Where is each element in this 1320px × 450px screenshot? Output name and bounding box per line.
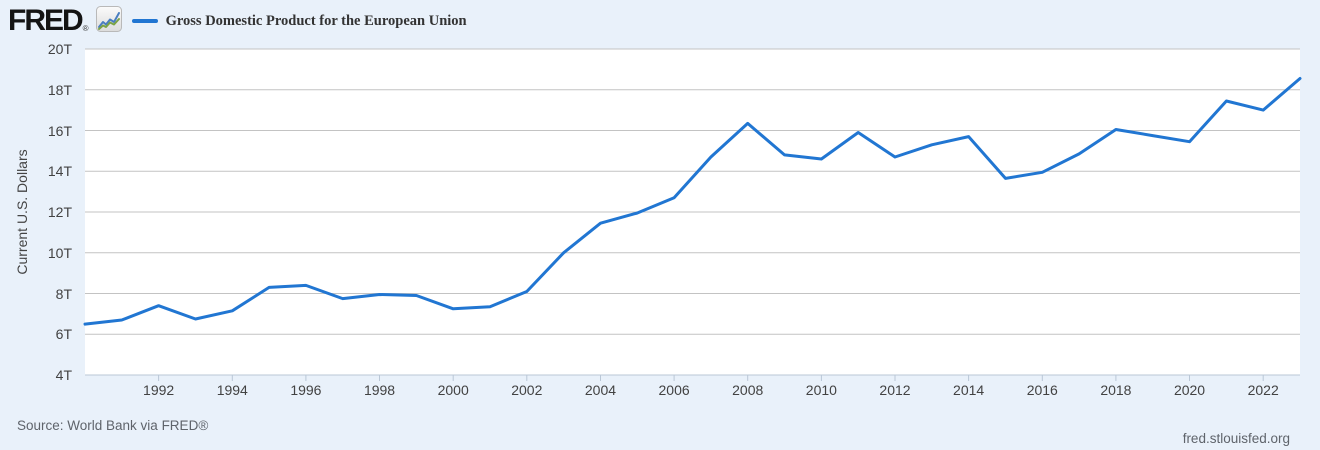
chart-header: FRED ® Gross Domestic Product for the Eu… bbox=[8, 4, 467, 37]
chart-legend: Gross Domestic Product for the European … bbox=[131, 12, 467, 30]
y-tick-label: 6T bbox=[55, 326, 72, 343]
y-tick-label: 8T bbox=[55, 285, 72, 302]
source-attribution-text: Source: World Bank via FRED® bbox=[17, 418, 209, 433]
fred-site-link[interactable]: fred.stlouisfed.org bbox=[1182, 431, 1290, 446]
x-tick-label: 2000 bbox=[437, 382, 469, 398]
fred-sparkline-icon bbox=[95, 5, 122, 37]
x-tick-label: 2004 bbox=[584, 382, 617, 398]
x-tick-label: 1998 bbox=[363, 382, 396, 398]
y-tick-label: 12T bbox=[47, 204, 72, 220]
y-tick-label: 18T bbox=[47, 81, 72, 98]
x-tick-label: 2008 bbox=[732, 382, 764, 398]
legend-line-swatch bbox=[131, 19, 158, 23]
y-tick-label: 20T bbox=[47, 41, 72, 57]
y-tick-label: 16T bbox=[47, 122, 72, 139]
x-tick-label: 2016 bbox=[1026, 382, 1058, 398]
x-tick-label: 2018 bbox=[1100, 382, 1132, 398]
y-tick-label: 10T bbox=[47, 244, 72, 261]
y-axis-title: Current U.S. Dollars bbox=[14, 149, 30, 275]
x-tick-label: 2014 bbox=[953, 382, 985, 398]
x-tick-label: 2006 bbox=[658, 382, 690, 398]
x-tick-label: 2020 bbox=[1173, 382, 1206, 398]
gdp-data-line[interactable] bbox=[83, 77, 1302, 326]
fred-logo-registered-mark: ® bbox=[82, 24, 89, 33]
fred-logo[interactable]: FRED ® bbox=[8, 4, 89, 37]
x-tick-label: 2002 bbox=[511, 382, 543, 398]
x-tick-label: 1996 bbox=[290, 382, 322, 398]
legend-series-label: Gross Domestic Product for the European … bbox=[165, 12, 467, 29]
y-tick-label: 4T bbox=[55, 367, 72, 383]
y-tick-label: 14T bbox=[47, 163, 72, 180]
x-tick-label: 2012 bbox=[879, 382, 911, 398]
x-tick-label: 2010 bbox=[805, 382, 837, 398]
x-tick-label: 1992 bbox=[143, 382, 175, 398]
fred-logo-text: FRED bbox=[8, 4, 84, 37]
x-tick-label: 1994 bbox=[216, 382, 248, 398]
x-tick-label: 2022 bbox=[1247, 382, 1279, 398]
